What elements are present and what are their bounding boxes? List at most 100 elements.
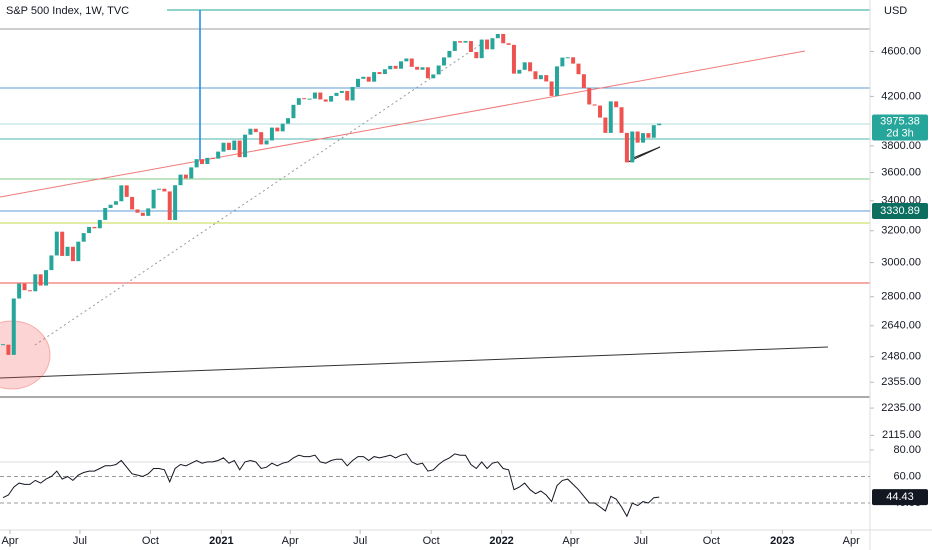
candle [393,65,398,69]
candle [528,62,533,72]
candle [355,78,360,87]
candle [264,140,269,145]
countdown: 2d 3h [886,127,914,139]
x-tick-label: Oct [703,535,720,547]
candle [329,95,334,102]
candle [216,151,221,159]
y-tick-label: 2235.00 [881,402,921,414]
y-tick-label: 4200.00 [881,90,921,102]
candle [286,118,291,124]
candle [603,117,608,133]
candle [44,270,49,286]
candle [97,219,102,229]
candle [167,191,172,221]
x-tick-label: Apr [1,535,18,547]
price-badge [872,114,928,141]
candle [60,231,65,256]
candle [334,92,339,96]
candle [54,231,59,256]
y-tick-label: 3600.00 [881,166,921,178]
candle [130,196,135,210]
candle [183,174,188,179]
candle [103,207,108,220]
candle [108,204,113,208]
candle [495,33,500,39]
candle [630,131,635,163]
candle [232,140,237,151]
candle [87,226,92,234]
candle [479,39,484,59]
candle [619,107,624,133]
candle [608,101,613,133]
triangle [627,146,661,163]
candle [587,88,592,105]
candle [280,123,285,132]
candle [372,72,377,82]
candle [485,39,490,50]
candle [409,58,414,67]
candle [178,174,183,186]
candle [404,58,409,62]
y-tick-label: 3800.00 [881,140,921,152]
candle [27,290,32,292]
candle [425,67,430,79]
candle [92,226,97,229]
candle [415,66,420,70]
candle [70,246,75,262]
candle [345,90,350,101]
candle [119,185,124,202]
candle [226,142,231,151]
candle [366,76,371,82]
candle [635,131,640,143]
candle [146,208,151,216]
candle [388,65,393,70]
x-tick-label: 2022 [489,535,513,547]
candle [350,86,355,101]
candle [269,127,274,141]
candle [576,63,581,75]
candle [253,128,258,133]
x-tick-label: 2023 [770,535,794,547]
candle [436,65,441,75]
candle [312,92,317,99]
x-tick-label: Oct [423,535,440,547]
candle [463,41,468,43]
candle [490,38,495,50]
candle [65,246,70,256]
candle [323,99,328,102]
candle [442,57,447,66]
level-label: 3330.89 [880,205,920,217]
candle [22,283,27,291]
candle [296,98,301,105]
x-tick-label: Jul [634,535,648,547]
x-tick-label: Jul [353,535,367,547]
candle [173,185,178,221]
candle [641,133,646,143]
rsi-badge [872,489,928,506]
candle [194,159,199,168]
candle [291,104,296,119]
y-tick-label: 2800.00 [881,291,921,303]
candle [11,298,16,355]
trend-line [0,50,806,198]
candle [221,142,226,152]
trend-line [0,346,829,379]
candle [189,167,194,179]
candle [205,157,210,164]
y-tick-label: 4600.00 [881,45,921,57]
candle [124,185,129,197]
currency: USD [884,5,907,17]
title-bg [0,2,140,20]
candle [560,57,565,67]
candle [517,69,522,74]
candle [76,241,81,262]
candle [598,105,603,118]
candle [339,90,344,93]
candle [210,157,215,159]
candle [420,67,425,70]
candle [544,75,549,82]
candle [318,92,323,100]
candle [452,41,457,51]
candle [6,344,11,355]
